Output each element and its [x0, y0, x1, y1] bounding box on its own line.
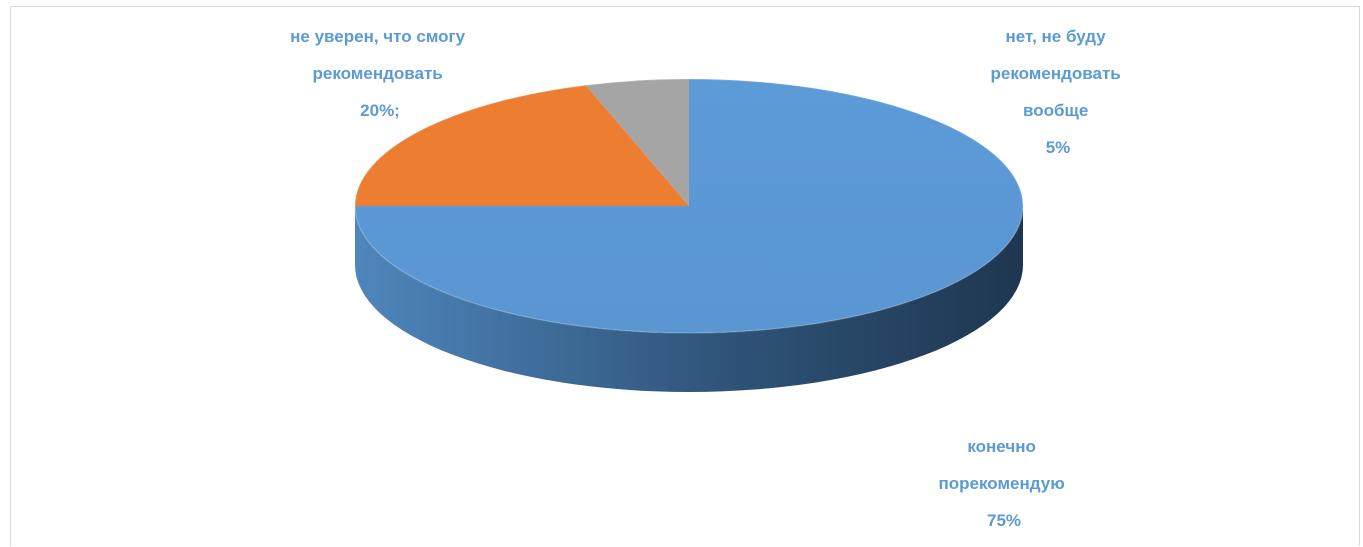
slice-label-ne-uveren: не уверен, что смогу рекомендовать 20%;	[290, 27, 470, 120]
slice-label-net: нет, не буду рекомендовать вообще 5%	[991, 27, 1126, 157]
chart-frame	[10, 6, 1360, 546]
slice-ne-uveren	[355, 85, 689, 206]
slice-label-konechno: конечно порекомендую 75%	[939, 437, 1070, 530]
slice-konechno-side	[355, 206, 1023, 392]
slice-net	[585, 79, 689, 206]
pie-rim	[354, 78, 1024, 334]
pie-side	[355, 206, 1023, 392]
pie-top	[354, 78, 1024, 334]
